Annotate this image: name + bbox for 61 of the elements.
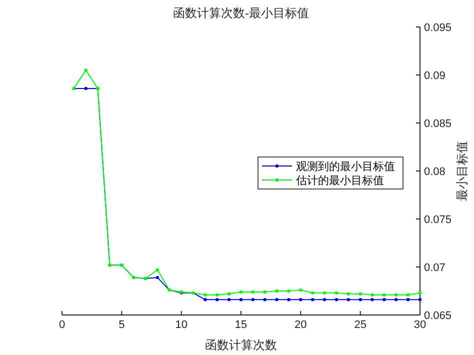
- point: [406, 293, 410, 296]
- point: [156, 276, 160, 280]
- legend-label: 估计的最小目标值: [296, 174, 384, 187]
- point: [156, 268, 160, 272]
- point: [346, 292, 350, 296]
- x-tick-label: 30: [414, 319, 426, 331]
- point: [322, 291, 326, 295]
- point: [216, 293, 219, 296]
- point: [299, 288, 302, 292]
- point: [204, 293, 207, 296]
- y-tick-label: 0.075: [424, 214, 452, 226]
- point: [382, 293, 386, 296]
- y-tick-label: 0.09: [424, 70, 446, 82]
- point: [227, 298, 231, 302]
- point: [263, 290, 266, 294]
- point: [84, 86, 88, 90]
- y-tick-label: 0.095: [424, 22, 452, 34]
- point: [251, 298, 255, 302]
- x-tick-label: 25: [354, 319, 366, 331]
- point: [275, 298, 278, 302]
- point: [346, 298, 350, 302]
- point: [394, 298, 398, 302]
- point: [322, 298, 326, 302]
- chart-title: 函数计算次数-最小目标值: [173, 6, 309, 20]
- point: [370, 298, 374, 302]
- point: [299, 298, 302, 302]
- point: [275, 289, 278, 293]
- point: [287, 298, 290, 302]
- point: [382, 298, 386, 302]
- y-tick-label: 0.08: [424, 166, 446, 178]
- point: [287, 289, 290, 293]
- legend-label: 观测到的最小目标值: [296, 160, 395, 173]
- x-tick-label: 0: [58, 319, 66, 331]
- point: [334, 291, 338, 295]
- y-axis-title: 最小目标值: [455, 141, 469, 201]
- point: [216, 298, 219, 302]
- y-tick-label: 0.07: [424, 262, 446, 274]
- point: [239, 290, 243, 294]
- y-tick-label: 0.065: [424, 310, 452, 322]
- x-tick-label: 10: [175, 319, 188, 331]
- point: [358, 292, 362, 296]
- point: [263, 298, 266, 302]
- point: [418, 291, 422, 295]
- point: [84, 68, 88, 72]
- point: [334, 298, 338, 302]
- x-tick-label: 20: [294, 319, 307, 331]
- point: [406, 298, 410, 302]
- point: [239, 298, 243, 302]
- x-axis-title: 函数计算次数: [205, 338, 277, 352]
- point: [358, 298, 362, 302]
- y-tick-label: 0.085: [424, 118, 452, 130]
- point: [370, 293, 374, 296]
- point: [204, 298, 207, 302]
- point: [251, 290, 255, 294]
- point: [418, 298, 422, 302]
- point: [394, 293, 398, 296]
- point: [311, 291, 314, 295]
- x-tick-label: 15: [234, 319, 248, 331]
- point: [311, 298, 314, 302]
- point: [227, 292, 231, 296]
- x-tick-label: 5: [118, 319, 125, 331]
